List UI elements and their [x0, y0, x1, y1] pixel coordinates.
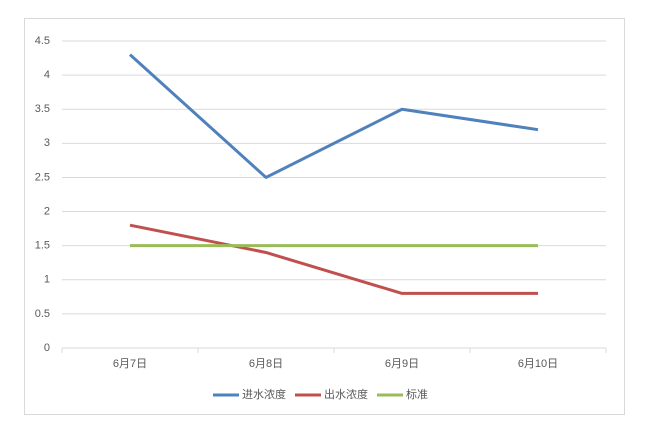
series-line: [129, 223, 538, 295]
legend-label: 出水浓度: [324, 387, 368, 401]
y-tick-label: 4.5: [35, 35, 50, 47]
legend-label: 标准: [406, 387, 428, 401]
y-tick-label: 0.5: [35, 308, 50, 320]
x-tick-label: 6月7日: [113, 358, 147, 370]
y-tick-label: 3: [44, 137, 50, 149]
x-tick-label: 6月9日: [385, 358, 419, 370]
legend-label: 进水浓度: [242, 387, 286, 401]
y-tick-label: 3.5: [35, 103, 50, 115]
series-line: [128, 53, 539, 179]
x-tick-label: 6月8日: [249, 358, 283, 370]
y-tick-label: 2: [44, 205, 50, 217]
y-tick-label: 1: [44, 274, 50, 286]
x-tick-label: 6月10日: [518, 358, 558, 370]
y-tick-label: 2.5: [35, 171, 50, 183]
y-tick-label: 4: [44, 69, 50, 81]
y-tick-label: 1.5: [35, 240, 50, 252]
chart-frame: [24, 18, 625, 415]
y-tick-label: 0: [44, 342, 50, 354]
